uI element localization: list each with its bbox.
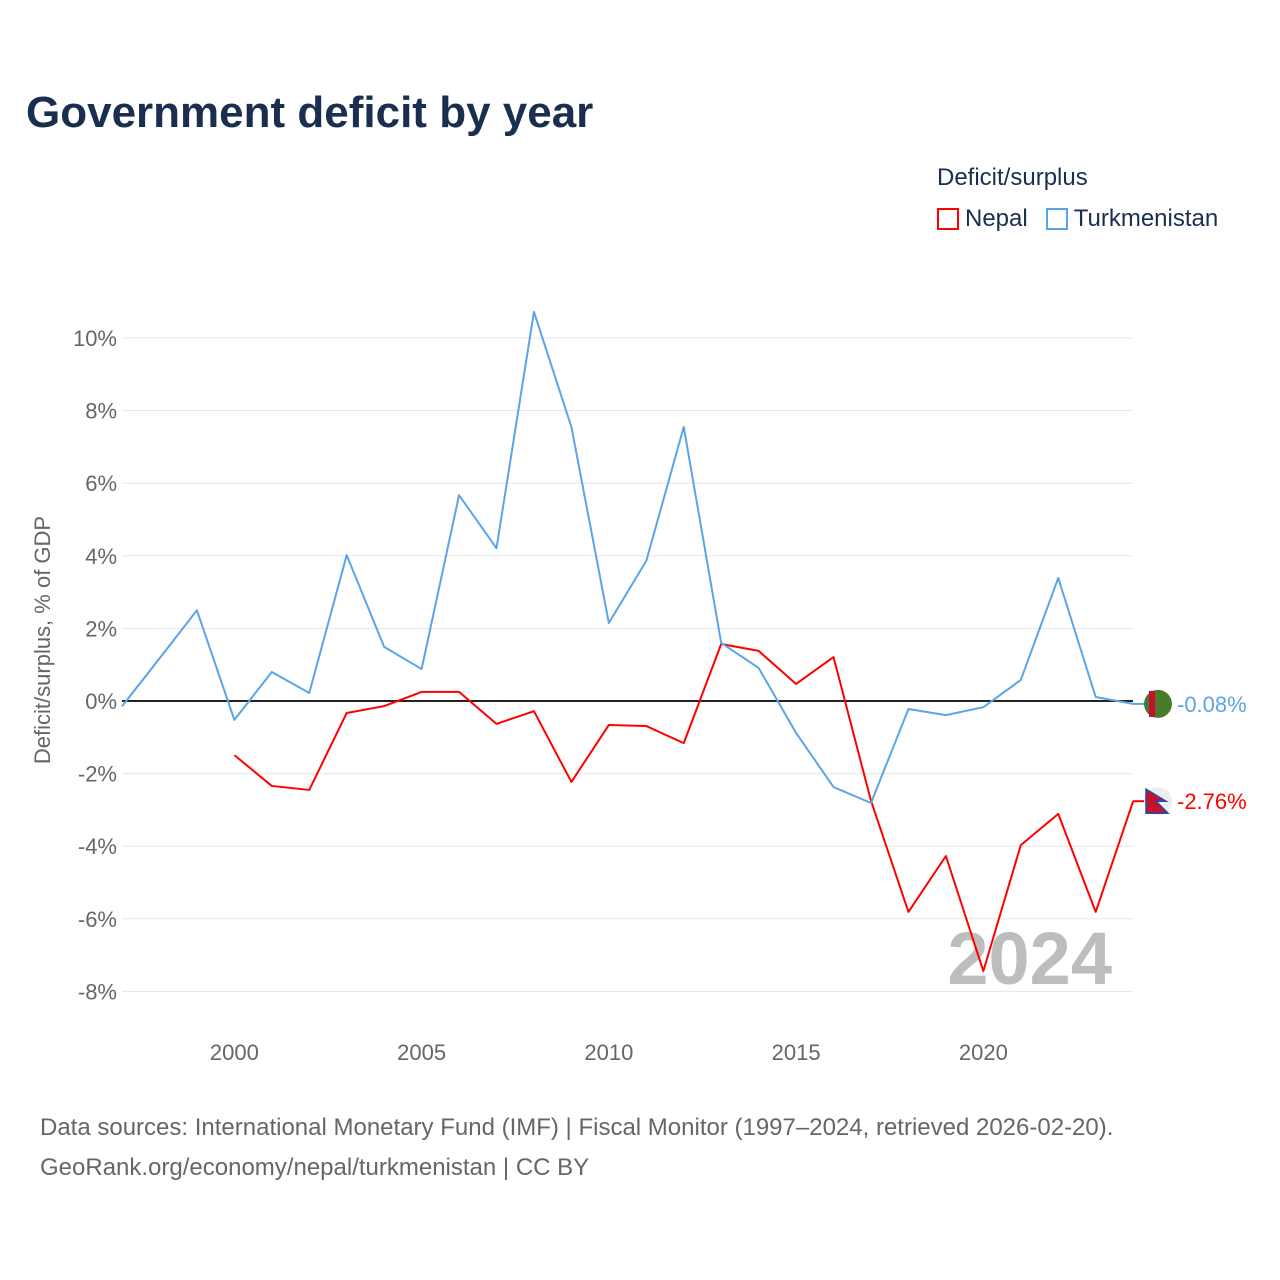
x-tick-label: 2005: [397, 1040, 446, 1065]
y-tick-label: 4%: [85, 544, 117, 569]
legend-item-nepal[interactable]: Nepal: [937, 205, 1028, 233]
legend-swatch-turkmenistan: [1045, 208, 1068, 230]
x-tick-label: 2010: [584, 1040, 633, 1065]
turkmenistan-flag-icon: [1144, 689, 1172, 718]
y-tick-label: 10%: [73, 326, 117, 351]
attribution: GeoRank.org/economy/nepal/turkmenistan |…: [40, 1154, 590, 1181]
chart-title: Government deficit by year: [26, 88, 594, 137]
y-tick-label: 0%: [85, 689, 117, 714]
x-tick-label: 2015: [772, 1040, 821, 1065]
legend-item-turkmenistan[interactable]: Turkmenistan: [1045, 205, 1219, 233]
legend-label-turkmenistan: Turkmenistan: [1073, 205, 1219, 232]
y-tick-label: -8%: [78, 979, 117, 1004]
end-label-turkmenistan: -0.08%: [1177, 692, 1247, 717]
x-tick-label: 2020: [959, 1040, 1008, 1065]
legend-label-nepal: Nepal: [965, 205, 1028, 232]
x-tick-label: 2000: [210, 1040, 259, 1065]
footer: Data sources: International Monetary Fun…: [40, 1108, 1113, 1188]
end-label-nepal: -2.76%: [1177, 789, 1247, 814]
legend-title: Deficit/surplus: [937, 164, 1088, 191]
y-tick-label: -4%: [78, 834, 117, 859]
series-line-turkmenistan: [121, 310, 1134, 805]
y-tick-label: -6%: [78, 907, 117, 932]
legend-swatch-nepal: [937, 208, 959, 230]
y-tick-label: 6%: [85, 471, 117, 496]
nepal-flag-shape: [1145, 787, 1170, 814]
y-tick-label: 2%: [85, 616, 117, 641]
turkmenistan-flag-stripe: [1149, 690, 1155, 717]
year-watermark: 2024: [947, 917, 1112, 1000]
source-note: Data sources: International Monetary Fun…: [40, 1114, 1114, 1141]
y-tick-label: -2%: [78, 762, 117, 787]
series-line-nepal: [233, 643, 1135, 973]
legend: Nepal Turkmenistan: [937, 205, 1218, 233]
y-tick-label: 8%: [85, 399, 117, 424]
y-axis-label: Deficit/surplus, % of GDP: [30, 516, 55, 764]
